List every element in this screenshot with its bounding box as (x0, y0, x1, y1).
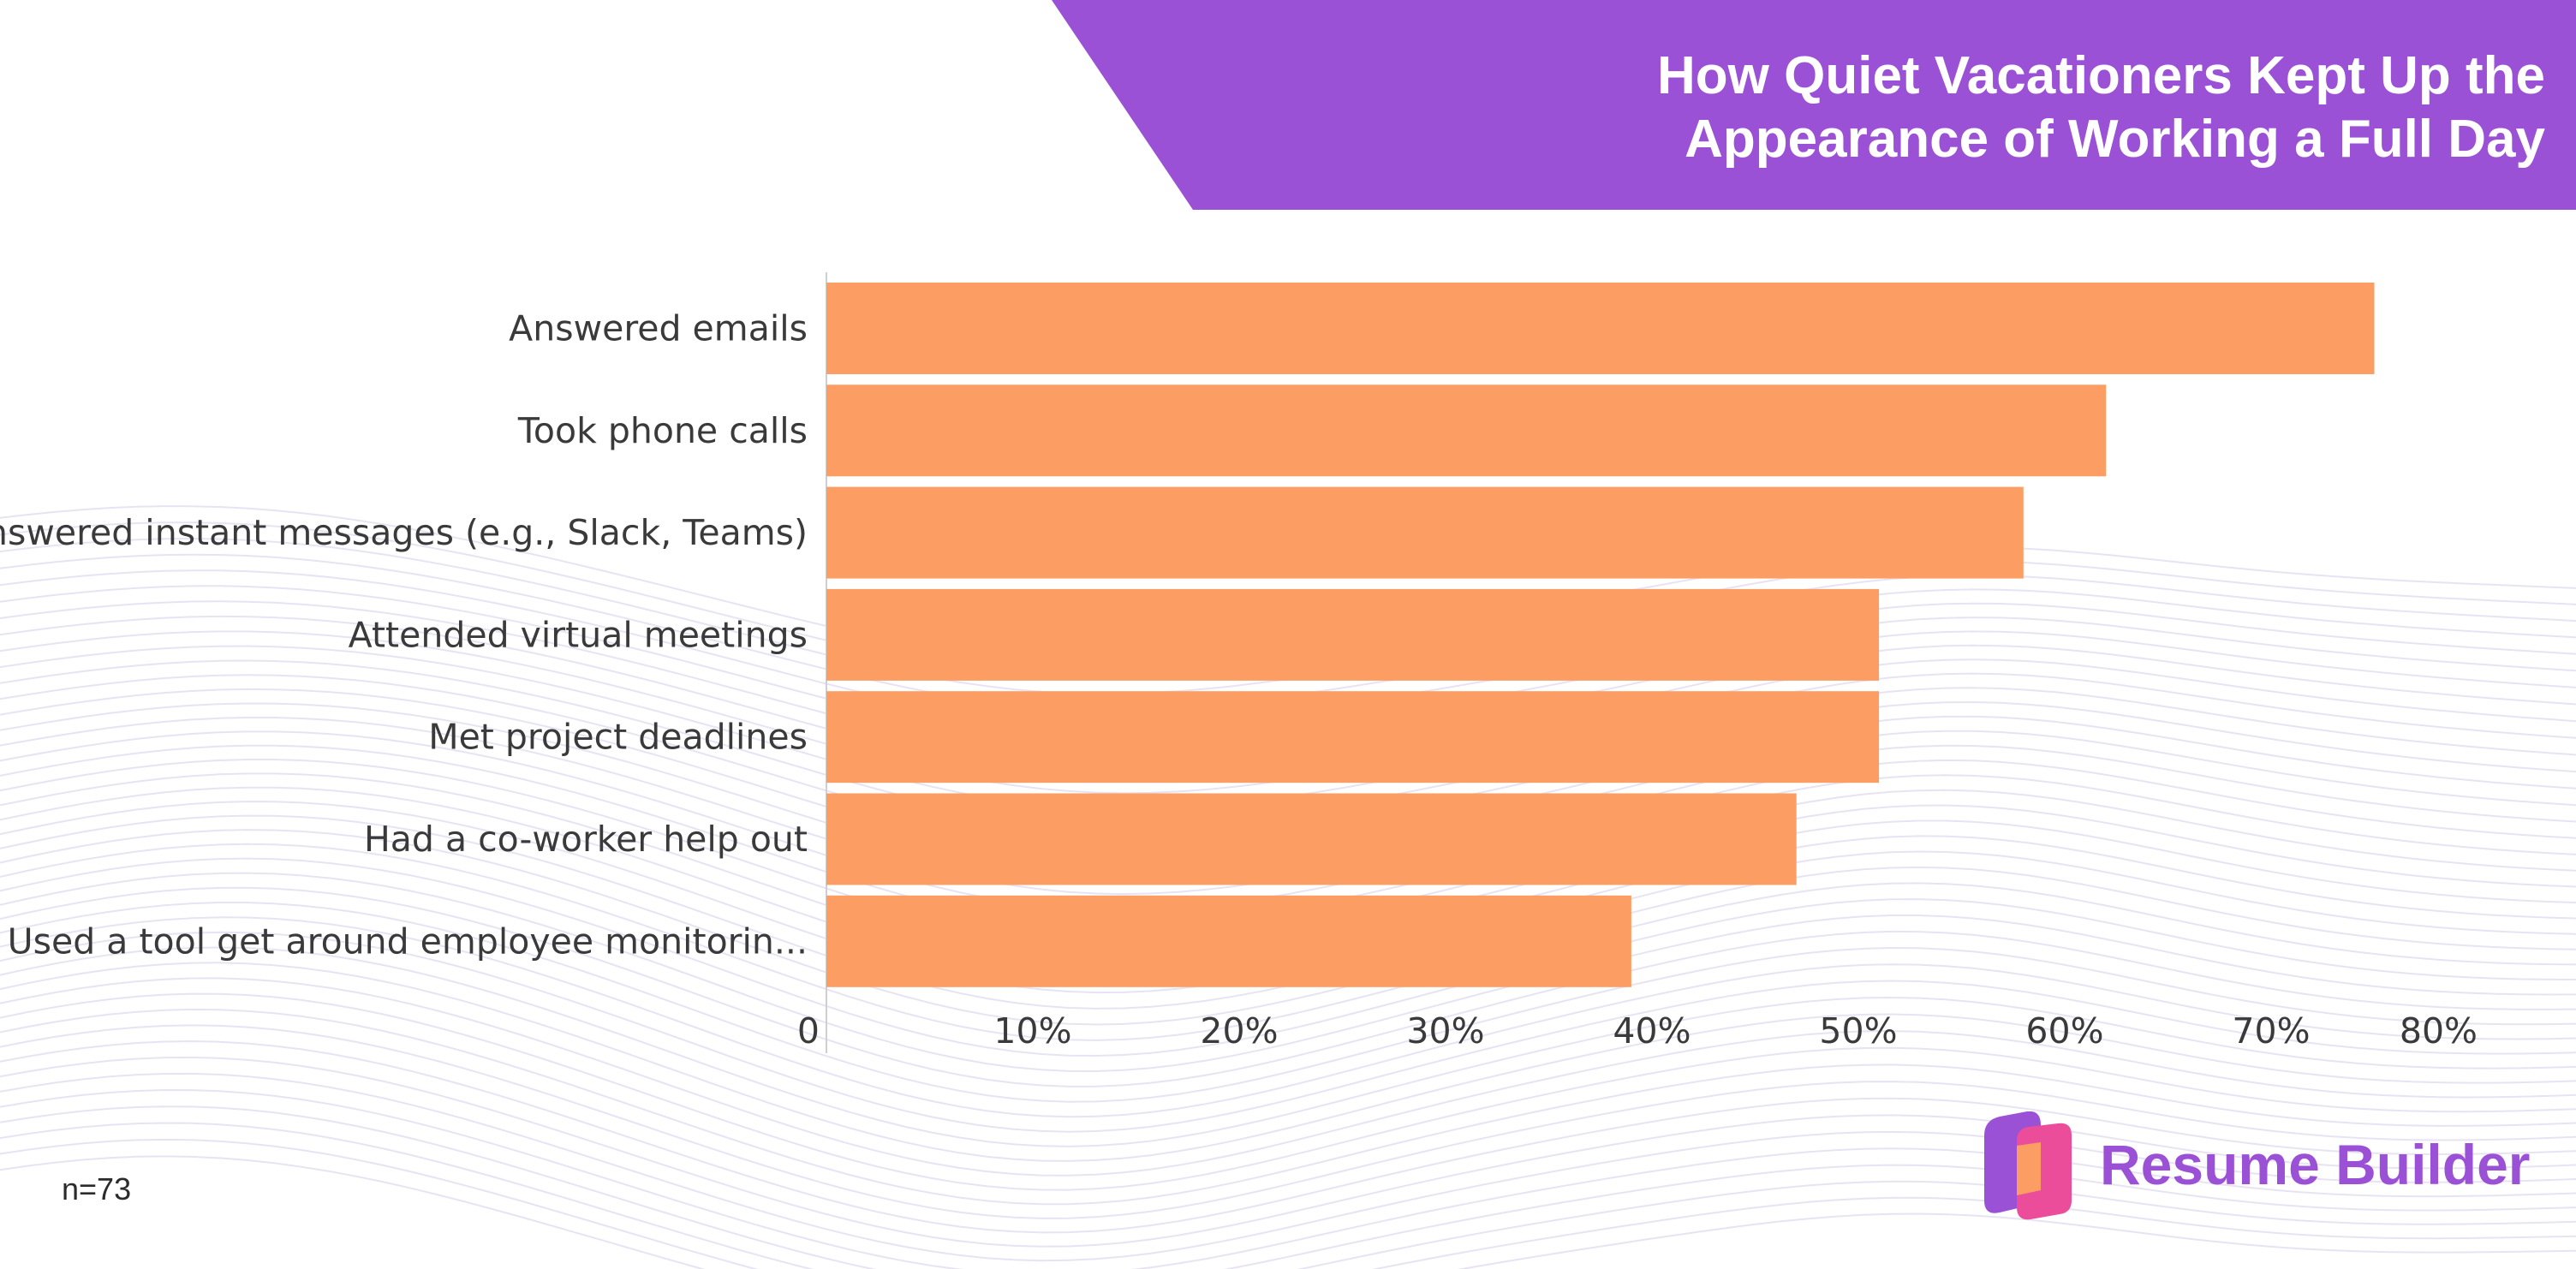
background-wave-line (0, 1105, 2576, 1269)
bar (826, 691, 1880, 783)
chart-title: How Quiet Vacationers Kept Up the Appear… (1657, 46, 2545, 169)
resume-builder-logo-icon (1984, 1111, 2072, 1220)
x-tick-label: 30% (1406, 1010, 1484, 1052)
sample-size-note: n=73 (62, 1171, 132, 1206)
category-label: Met project deadlines (428, 717, 808, 758)
category-label: Attended virtual meetings (349, 614, 808, 655)
background-wave-line (0, 1155, 2576, 1269)
x-tick-label: 50% (1819, 1010, 1897, 1052)
title-banner-shape (1052, 0, 2576, 210)
background-wave-line (0, 902, 2576, 1103)
background-wave-line (0, 946, 2576, 1147)
bar (826, 283, 2375, 374)
category-label: Took phone calls (517, 410, 808, 451)
bar (826, 384, 2107, 477)
background-wave-line (0, 886, 2576, 1087)
bar (826, 793, 1797, 885)
background-wave-line (0, 931, 2576, 1133)
bar (826, 588, 1880, 681)
background-wave-line (0, 1024, 2576, 1219)
background-wave-line (0, 1138, 2576, 1269)
category-label: Had a co-worker help out (364, 819, 808, 860)
background-wave-line (0, 962, 2576, 1162)
x-tick-label: 80% (2400, 1010, 2478, 1052)
x-tick-label: 70% (2232, 1010, 2310, 1052)
x-tick-label: 40% (1613, 1010, 1690, 1052)
x-tick-label: 60% (2025, 1010, 2103, 1052)
x-tick-label: 0 (797, 1010, 820, 1052)
background-wave-line (0, 1040, 2576, 1234)
category-label: Answered instant messages (e.g., Slack, … (0, 512, 808, 553)
brand-name: Resume Builder (2100, 1133, 2531, 1196)
background-wave-line (0, 1056, 2576, 1248)
x-tick-label: 10% (993, 1010, 1071, 1052)
background-wave-line (0, 992, 2576, 1191)
category-label: Answered emails (509, 308, 808, 349)
category-label: Used a tool get around employee monitori… (8, 920, 808, 962)
background-wave-line (0, 730, 2576, 912)
bar (826, 895, 1631, 987)
background-wave-line (0, 916, 2576, 1118)
background-wave-line (0, 843, 2576, 1041)
background-wave-line (0, 857, 2576, 1058)
background-wave-line (0, 1072, 2576, 1262)
title-banner (1052, 0, 2576, 210)
background-wave-line (0, 1122, 2576, 1269)
background-wave-line (0, 1008, 2576, 1206)
background-wave-line (0, 872, 2576, 1073)
background-wave-line (0, 1088, 2576, 1269)
background-wave-line (0, 829, 2576, 1026)
x-tick-label: 20% (1200, 1010, 1278, 1052)
bar (826, 486, 2024, 579)
background-wave-line (0, 977, 2576, 1177)
